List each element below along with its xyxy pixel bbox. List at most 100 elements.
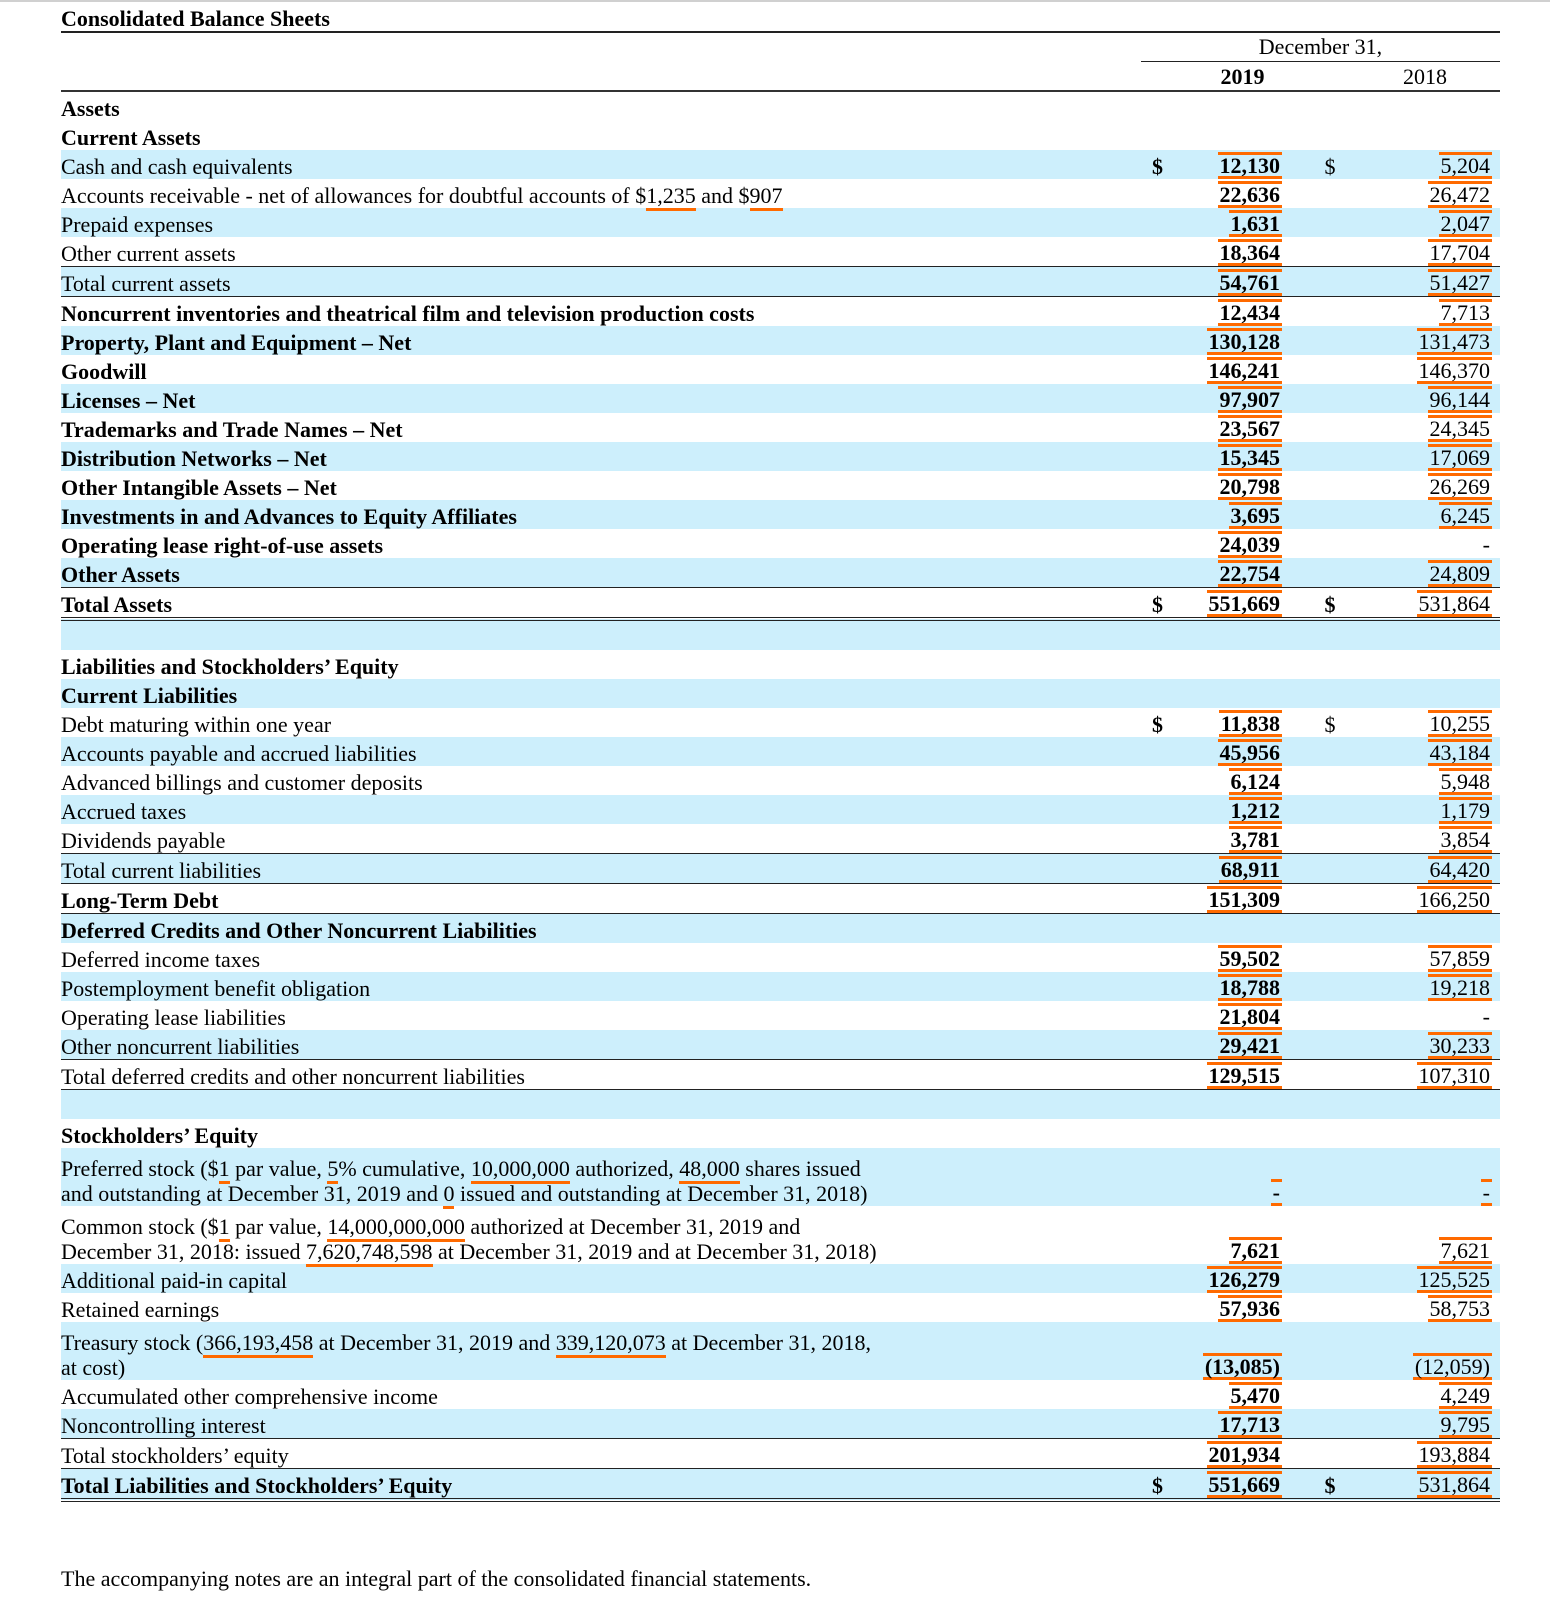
value-2019: 201,934 xyxy=(1175,1438,1310,1469)
table-row: Property, Plant and Equipment – Net 130,1… xyxy=(61,326,1500,355)
value-2019: 21,804 xyxy=(1175,1001,1310,1030)
label-text: Total Liabilities and Stockholders’ Equi… xyxy=(61,1473,453,1498)
currency-symbol-2018 xyxy=(1310,179,1350,208)
row-label: Deferred income taxes xyxy=(61,943,1140,972)
highlighted-value: 5 xyxy=(327,1156,339,1184)
amount-2019: 201,934 xyxy=(1206,1441,1282,1468)
currency-symbol-2019 xyxy=(1140,237,1175,267)
table-row: Distribution Networks – Net 15,345 17,069 xyxy=(61,442,1500,471)
label-text: Advanced billings and customer deposits xyxy=(61,770,423,795)
currency-symbol-2019 xyxy=(1140,1322,1175,1380)
table-row: Trademarks and Trade Names – Net 23,567 24… xyxy=(61,413,1500,442)
currency-symbol-2019 xyxy=(1140,853,1175,884)
label-line: Accounts receivable - net of allowances … xyxy=(61,183,1140,211)
currency-symbol-2018 xyxy=(1310,737,1350,766)
currency-symbol-2018 xyxy=(1310,766,1350,795)
label-text: Noncontrolling interest xyxy=(61,1413,266,1438)
divider xyxy=(61,31,1500,33)
label-text: authorized, xyxy=(569,1156,680,1181)
amount-2018: 166,250 xyxy=(1416,886,1492,913)
amount-2018: 193,884 xyxy=(1416,1441,1492,1468)
amount-2018: 531,864 xyxy=(1416,590,1492,617)
row-label: Advanced billings and customer deposits xyxy=(61,766,1140,795)
currency-symbol-2018 xyxy=(1310,208,1350,237)
label-text: % cumulative, xyxy=(338,1156,471,1181)
table-row: Current Liabilities xyxy=(61,679,1500,708)
table-row: Stockholders’ Equity xyxy=(61,1119,1500,1148)
row-label: Accrued taxes xyxy=(61,795,1140,824)
currency-symbol-2019 xyxy=(1140,737,1175,766)
label-text: and outstanding at December 31, 2019 and xyxy=(61,1181,444,1206)
value-2019 xyxy=(1175,1089,1310,1119)
value-2019: 3,695 xyxy=(1175,500,1310,529)
amount-2018: 26,269 xyxy=(1427,473,1492,500)
label-text: Current Assets xyxy=(61,125,201,150)
value-2019: - xyxy=(1175,1148,1310,1206)
value-2018 xyxy=(1350,619,1500,650)
amount-2018: 131,473 xyxy=(1416,328,1492,355)
label-text: Total current liabilities xyxy=(61,858,262,883)
amount-2018: 5,204 xyxy=(1438,152,1492,179)
label-text: Deferred income taxes xyxy=(61,947,261,972)
amount-2019: 11,838 xyxy=(1218,710,1282,737)
amount-2018: 4,249 xyxy=(1438,1382,1492,1409)
table-row: Liabilities and Stockholders’ Equity xyxy=(61,650,1500,679)
table-row: Total current assets 54,761 51,427 xyxy=(61,266,1500,297)
value-2018: 7,713 xyxy=(1350,296,1500,326)
amount-2018: 17,704 xyxy=(1427,239,1492,266)
label-text: Postemployment benefit obligation xyxy=(61,976,371,1001)
currency-symbol-2019 xyxy=(1140,1119,1175,1148)
amount-2019: 3,781 xyxy=(1228,826,1282,853)
label-line: Common stock ($1 par value, 14,000,000,0… xyxy=(61,1214,1140,1242)
amount-2019: - xyxy=(1270,1179,1282,1206)
value-2019: 22,636 xyxy=(1175,179,1310,208)
label-text: Other noncurrent liabilities xyxy=(61,1034,300,1059)
label-text: Dividends payable xyxy=(61,828,226,853)
label-text: authorized at December 31, 2019 and xyxy=(464,1214,801,1239)
currency-symbol-2018: $ xyxy=(1310,1468,1350,1502)
currency-symbol-2018 xyxy=(1310,296,1350,326)
currency-symbol-2018 xyxy=(1310,1380,1350,1409)
label-text: Accrued taxes xyxy=(61,799,187,824)
currency-symbol-2018 xyxy=(1310,913,1350,943)
amount-2019: 20,798 xyxy=(1217,473,1282,500)
amount-2019: 130,128 xyxy=(1206,328,1282,355)
label-text: at December 31, 2019 and xyxy=(313,1330,556,1355)
currency-symbol-2019 xyxy=(1140,972,1175,1001)
dollar-sign: $ xyxy=(1152,154,1163,179)
table-row xyxy=(61,1089,1500,1119)
currency-symbol-2019 xyxy=(1140,679,1175,708)
currency-symbol-2018 xyxy=(1310,1322,1350,1380)
currency-symbol-2019 xyxy=(1140,1001,1175,1030)
table-row: Additional paid-in capital 126,279 125,525 xyxy=(61,1264,1500,1293)
currency-symbol-2018 xyxy=(1310,1409,1350,1439)
table-row: Total Assets $551,669 $531,864 xyxy=(61,587,1500,621)
label-line: December 31, 2018: issued 7,620,748,598 … xyxy=(61,1239,1140,1267)
amount-2018: 1,179 xyxy=(1438,797,1492,824)
label-text: at cost) xyxy=(61,1355,126,1380)
currency-symbol-2019 xyxy=(1140,1206,1175,1264)
value-2019 xyxy=(1175,650,1310,679)
currency-symbol-2018 xyxy=(1310,619,1350,650)
value-2018: 6,245 xyxy=(1350,500,1500,529)
amount-2018: 24,345 xyxy=(1427,415,1492,442)
amount-2019: 551,669 xyxy=(1206,1471,1282,1498)
currency-symbol-2019 xyxy=(1140,558,1175,588)
value-2019: 45,956 xyxy=(1175,737,1310,766)
currency-symbol-2019 xyxy=(1140,296,1175,326)
table-row: Accumulated other comprehensive income 5,… xyxy=(61,1380,1500,1409)
value-2018: - xyxy=(1350,1148,1500,1206)
amount-2018: 17,069 xyxy=(1427,444,1492,471)
value-2019 xyxy=(1175,92,1310,121)
label-text: Property, Plant and Equipment – Net xyxy=(61,330,412,355)
highlighted-value: 10,000,000 xyxy=(470,1156,570,1184)
value-2018 xyxy=(1350,650,1500,679)
balance-sheet-table: Assets Current Assets Cash and cash equiva… xyxy=(61,92,1500,1502)
amount-2019: 551,669 xyxy=(1206,590,1282,617)
currency-symbol-2019 xyxy=(1140,121,1175,150)
currency-symbol-2019 xyxy=(1140,1438,1175,1469)
currency-symbol-2018 xyxy=(1310,1148,1350,1206)
value-2018: 26,269 xyxy=(1350,471,1500,500)
value-2018 xyxy=(1350,92,1500,121)
label-text: Total deferred credits and other noncurr… xyxy=(61,1064,525,1089)
